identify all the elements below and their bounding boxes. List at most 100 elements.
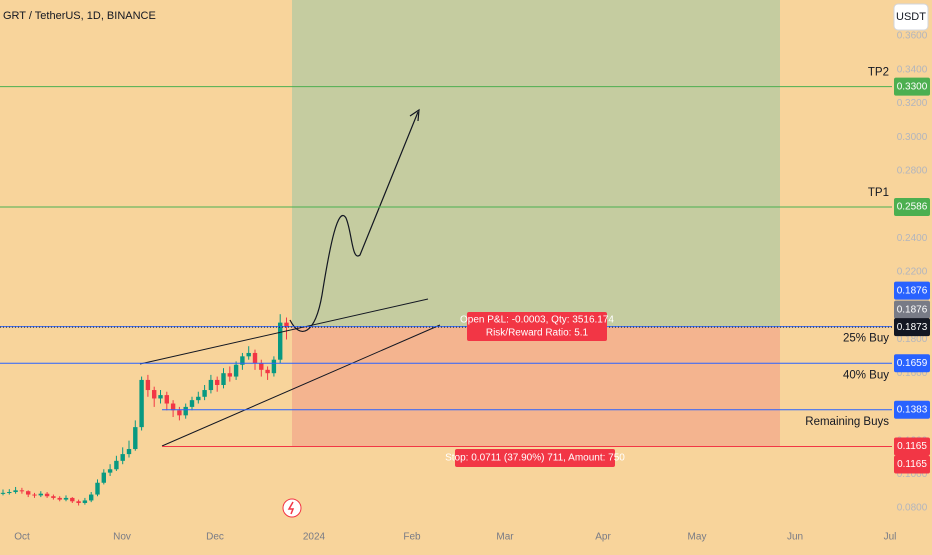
x-tick-label: May	[688, 532, 707, 543]
loss-zone	[292, 327, 780, 447]
profit-zone	[292, 0, 780, 328]
candle-body	[208, 379, 214, 391]
x-tick-label: Mar	[496, 532, 514, 543]
candle-body	[271, 359, 277, 374]
x-tick-label: Feb	[403, 532, 421, 543]
currency-label: USDT	[896, 11, 926, 23]
x-tick-label: Oct	[14, 532, 30, 543]
price-badge	[894, 318, 930, 337]
candle-body	[139, 379, 144, 428]
candle-body	[252, 352, 258, 364]
candle-body	[196, 396, 201, 401]
price-badge-label: 0.1165	[897, 459, 927, 470]
pnl-text: Open P&L: -0.0003, Qty: 3516.174	[460, 315, 614, 326]
price-badge-label: 0.1165	[897, 441, 927, 452]
candle-body	[189, 400, 195, 407]
candle-body	[44, 493, 50, 497]
y-tick-label: 0.1800	[897, 334, 928, 345]
level-name: Remaining Buys	[805, 416, 889, 428]
candle-body	[177, 410, 182, 416]
candle-body	[101, 472, 106, 483]
price-badge	[894, 437, 930, 456]
currency-button[interactable]	[893, 3, 929, 31]
candle-body	[76, 501, 81, 503]
price-badge-label: 0.1873	[897, 322, 928, 333]
rr-text: Risk/Reward Ratio: 5.1	[486, 328, 589, 339]
candle-body	[240, 356, 245, 365]
x-tick-label: 2024	[303, 532, 326, 543]
stop-box	[455, 449, 615, 467]
candle-body	[95, 482, 100, 495]
level-name: TP2	[868, 67, 889, 79]
candle-body	[145, 379, 151, 391]
candle-body	[120, 454, 125, 461]
price-badge-label: 0.1876	[897, 285, 928, 296]
candle-body	[63, 497, 69, 500]
event-icon-bolt	[287, 501, 295, 515]
price-badge-label: 0.1383	[897, 404, 928, 415]
candle-body	[26, 491, 31, 495]
candle-body	[89, 494, 94, 501]
candle-body	[246, 352, 251, 357]
y-tick-label: 0.2400	[897, 233, 928, 244]
candle-body	[13, 490, 18, 493]
candle-body	[202, 390, 207, 397]
y-tick-label: 0.3400	[897, 64, 928, 75]
level-name: 40% Buy	[843, 369, 889, 381]
y-tick-label: 0.2800	[897, 166, 928, 177]
y-tick-label: 0.2200	[897, 267, 928, 278]
price-badge-label: 0.1659	[897, 358, 928, 369]
candle-body	[152, 390, 157, 399]
trend-line	[161, 324, 441, 447]
candle-body	[164, 395, 169, 404]
price-badge-label: 0.1876	[897, 304, 928, 315]
candle-body	[133, 427, 138, 450]
y-tick-label: 0.1600	[897, 368, 928, 379]
candle-body	[259, 363, 264, 370]
x-tick-label: Dec	[206, 532, 224, 543]
candle-body	[70, 497, 75, 502]
y-tick-label: 0.3000	[897, 132, 928, 143]
candle-body	[51, 496, 56, 498]
x-tick-label: Jun	[787, 532, 803, 543]
candle-body	[215, 379, 220, 385]
candle-body	[126, 449, 132, 455]
candle-body	[158, 395, 163, 399]
price-badge	[894, 455, 930, 474]
x-tick-label: Nov	[113, 532, 131, 543]
y-tick-label: 0.1000	[897, 469, 928, 480]
event-icon[interactable]	[282, 498, 302, 518]
x-tick-label: Apr	[595, 532, 611, 543]
candle-body	[82, 500, 88, 503]
candle-body	[278, 322, 283, 360]
candle-body	[57, 497, 62, 500]
candle-body	[107, 469, 113, 473]
chart-title: GRT / TetherUS, 1D, BINANCE	[3, 10, 156, 22]
candle-body	[221, 373, 226, 385]
y-tick-label: 0.3600	[897, 31, 928, 42]
candle-body	[227, 373, 232, 377]
price-badge	[894, 281, 930, 300]
candle-body	[114, 460, 119, 470]
price-badge-label: 0.3300	[897, 81, 928, 92]
level-name: 25% Buy	[843, 333, 889, 345]
candle-body	[0, 492, 6, 494]
candle-body	[265, 369, 270, 374]
y-tick-label: 0.3200	[897, 98, 928, 109]
y-tick-label: 0.0800	[897, 503, 928, 514]
level-name: TP1	[868, 187, 889, 199]
candle-body	[170, 403, 176, 411]
candle-body	[32, 494, 37, 496]
arrow-head	[409, 108, 420, 122]
pnl-box	[467, 312, 607, 341]
trend-line	[139, 298, 429, 365]
price-badge	[894, 300, 930, 319]
price-badge	[894, 354, 930, 373]
candle-body	[233, 364, 239, 377]
projection-arrow	[289, 111, 419, 332]
candle-body	[38, 493, 43, 496]
price-badge	[894, 77, 930, 96]
price-badge	[894, 197, 930, 216]
candle-body	[19, 490, 25, 492]
